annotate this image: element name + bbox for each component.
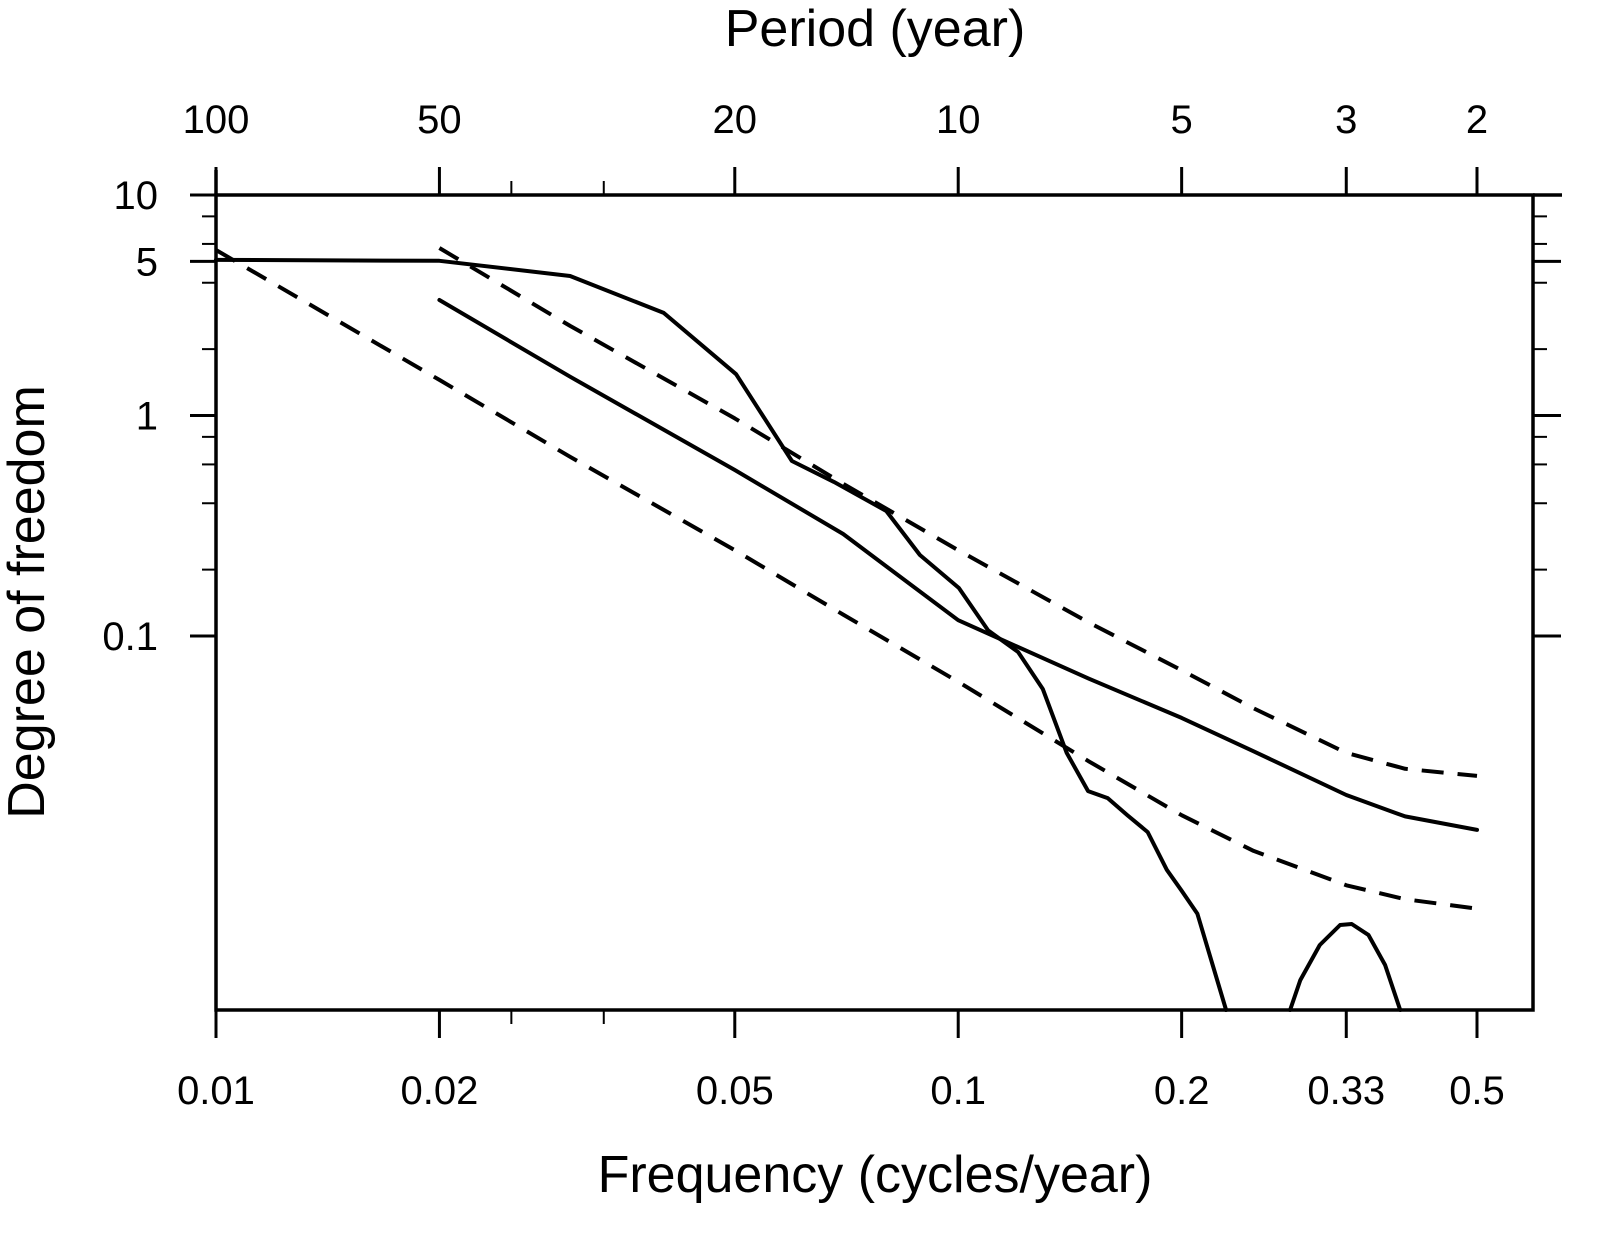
x2-tick-label: 10	[936, 98, 981, 142]
series-lower-confidence-bound-line	[214, 248, 1478, 911]
plot-area	[214, 246, 1479, 1012]
x2-tick-label: 5	[1171, 98, 1193, 142]
y-tick-label: 0.1	[102, 615, 158, 659]
y-tick-label: 1	[136, 395, 158, 439]
x-tick-label: 0.5	[1449, 1069, 1505, 1113]
axes	[190, 167, 1562, 1038]
series-spectrum-line	[1288, 922, 1403, 1012]
x-tick-label: 0.2	[1154, 1069, 1210, 1113]
x2-axis-title: Period (year)	[725, 0, 1026, 58]
y-tick-label: 10	[114, 174, 159, 218]
y-tick-label: 5	[136, 240, 158, 284]
tick-labels: 0.01 0.02 0.05 0.1 0.2 0.33 0.5 100 50 20 10 5 3 2 10 5…	[102, 98, 1504, 1113]
x2-tick-label: 3	[1335, 98, 1357, 142]
x-tick-label: 0.1	[930, 1069, 986, 1113]
series-upper-confidence-bound-line	[438, 246, 1478, 778]
x2-tick-label: 20	[713, 98, 758, 142]
x-tick-label: 0.02	[400, 1069, 478, 1113]
x-tick-label: 0.33	[1307, 1069, 1385, 1113]
x2-tick-label: 50	[417, 98, 462, 142]
plot-frame	[214, 193, 1535, 1012]
x2-tick-label: 2	[1466, 98, 1488, 142]
x2-tick-label: 100	[183, 98, 250, 142]
y-axis-title: Degree of freedom	[0, 385, 56, 819]
x-tick-label: 0.05	[696, 1069, 774, 1113]
series-spectrum-line	[214, 257, 1229, 1012]
series-red-noise-background-line	[437, 298, 1479, 832]
x-tick-label: 0.01	[177, 1069, 255, 1113]
x-axis-title: Frequency (cycles/year)	[598, 1146, 1153, 1204]
